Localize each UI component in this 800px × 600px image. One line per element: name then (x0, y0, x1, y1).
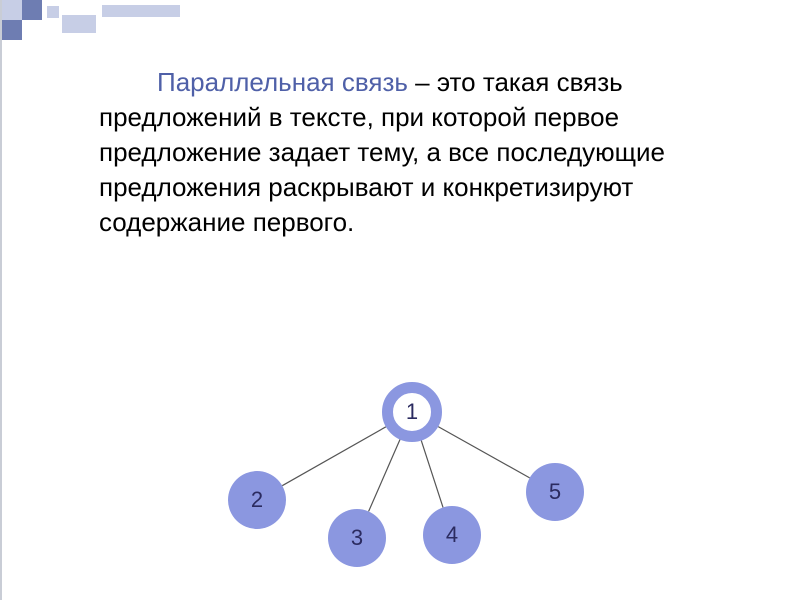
definition-paragraph: Параллельная связь – это такая связь пре… (99, 65, 715, 240)
leaf-node: 3 (328, 509, 386, 567)
deco-block (47, 6, 59, 18)
definition-text-block: Параллельная связь – это такая связь пре… (87, 65, 727, 240)
node-label: 2 (251, 487, 263, 513)
edge (282, 427, 386, 486)
edge (369, 439, 400, 511)
deco-block (22, 0, 42, 20)
deco-block (102, 5, 180, 17)
node-label: 1 (406, 399, 418, 425)
edge (438, 427, 530, 478)
slide: Параллельная связь – это такая связь пре… (0, 0, 800, 600)
leaf-node: 5 (526, 463, 584, 521)
corner-decoration (2, 0, 182, 40)
deco-block (2, 0, 22, 20)
term: Параллельная связь (157, 67, 408, 97)
leaf-node: 2 (228, 471, 286, 529)
node-label: 4 (446, 522, 458, 548)
node-label: 5 (549, 479, 561, 505)
edge (421, 441, 443, 508)
leaf-node: 4 (423, 506, 481, 564)
network-diagram: 1 2 3 4 5 (227, 370, 587, 570)
center-node-ring: 1 (382, 382, 442, 442)
deco-block (62, 15, 96, 33)
node-label: 3 (351, 525, 363, 551)
deco-block (2, 20, 22, 40)
